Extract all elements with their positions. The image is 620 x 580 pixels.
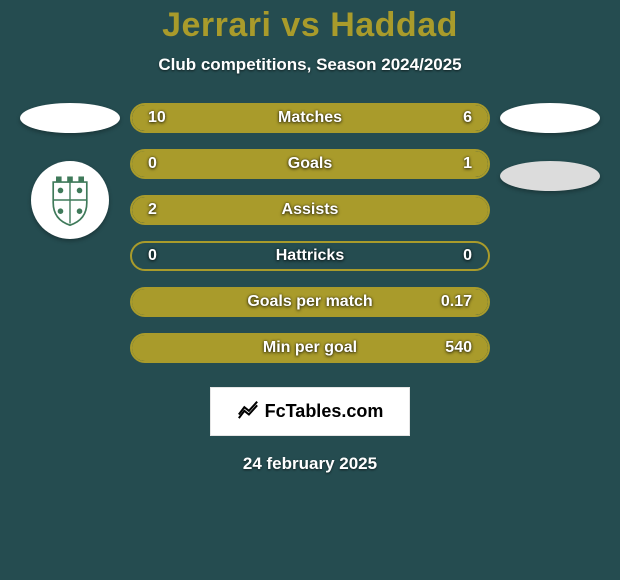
stat-bar: 10Matches6: [130, 103, 490, 133]
team-badge: [20, 103, 120, 133]
stat-label: Goals: [202, 155, 418, 173]
stat-label: Goals per match: [202, 293, 418, 311]
team-badge: [500, 161, 600, 191]
stat-value-right: 1: [418, 155, 488, 173]
stat-bar: Min per goal540: [130, 333, 490, 363]
left-badge-column: [0, 103, 130, 239]
stat-value-right: 0.17: [418, 293, 488, 311]
stat-bars-column: 10Matches60Goals12Assists0Hattricks0Goal…: [130, 103, 490, 363]
stat-bar: 2Assists: [130, 195, 490, 225]
title-vs: vs: [271, 6, 330, 44]
stat-bar: Goals per match0.17: [130, 287, 490, 317]
subtitle: Club competitions, Season 2024/2025: [158, 55, 461, 75]
date-label: 24 february 2025: [243, 454, 377, 474]
stat-value-right: 540: [418, 339, 488, 357]
stat-value-right: 6: [418, 109, 488, 127]
title-right-player: Haddad: [330, 6, 458, 44]
stat-label: Hattricks: [202, 247, 418, 265]
comparison-card: Jerrari vs Haddad Club competitions, Sea…: [0, 0, 620, 580]
content-row: 10Matches60Goals12Assists0Hattricks0Goal…: [0, 103, 620, 363]
stat-value-left: 0: [132, 155, 202, 173]
footer-brand-text: FcTables.com: [265, 401, 384, 422]
chart-icon: [237, 398, 259, 425]
stat-label: Min per goal: [202, 339, 418, 357]
stat-label: Matches: [202, 109, 418, 127]
title-left-player: Jerrari: [162, 6, 271, 44]
stat-value-left: 10: [132, 109, 202, 127]
right-badge-column: [490, 103, 620, 191]
team-crest: [31, 161, 109, 239]
stat-label: Assists: [202, 201, 418, 219]
footer-brand-badge: FcTables.com: [210, 387, 411, 436]
stat-bar: 0Hattricks0: [130, 241, 490, 271]
stat-bar: 0Goals1: [130, 149, 490, 179]
stat-value-right: 0: [418, 247, 488, 265]
stat-value-left: 0: [132, 247, 202, 265]
stat-value-left: 2: [132, 201, 202, 219]
team-badge: [500, 103, 600, 133]
page-title: Jerrari vs Haddad: [162, 6, 458, 45]
